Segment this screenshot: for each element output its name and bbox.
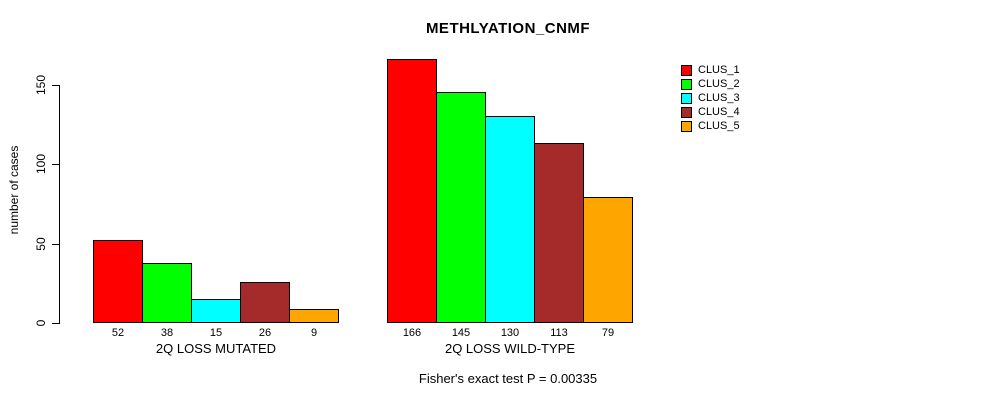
legend-item-clus4: CLUS_4 bbox=[681, 105, 740, 119]
y-tick-150 bbox=[52, 85, 59, 86]
legend: CLUS_1 CLUS_2 CLUS_3 CLUS_4 CLUS_5 bbox=[681, 63, 740, 133]
y-tick-label-150: 150 bbox=[34, 74, 48, 96]
bar-value-CLUS_4-group2: 113 bbox=[550, 327, 568, 339]
bar-CLUS_4-group1 bbox=[240, 282, 290, 323]
bar-CLUS_3-group2 bbox=[485, 116, 535, 323]
legend-swatch-clus2 bbox=[681, 78, 692, 90]
bar-CLUS_3-group1 bbox=[191, 299, 241, 323]
y-axis-line bbox=[59, 85, 60, 324]
bar-CLUS_2-group2 bbox=[436, 92, 486, 323]
y-tick-label-0: 0 bbox=[34, 319, 48, 327]
bar-value-CLUS_1-group2: 166 bbox=[402, 327, 422, 339]
bar-CLUS_5-group2 bbox=[583, 197, 633, 323]
x-group-label-mutated: 2Q LOSS MUTATED bbox=[155, 341, 277, 356]
fisher-test-annotation: Fisher's exact test P = 0.00335 bbox=[418, 371, 598, 386]
bar-value-CLUS_5-group2: 79 bbox=[601, 327, 615, 339]
legend-swatch-clus3 bbox=[681, 92, 692, 104]
y-axis-label: number of cases bbox=[7, 145, 21, 235]
bar-value-CLUS_3-group1: 15 bbox=[209, 327, 223, 339]
bar-value-CLUS_1-group1: 52 bbox=[111, 327, 125, 339]
legend-label-clus4: CLUS_4 bbox=[698, 106, 740, 118]
bar-CLUS_4-group2 bbox=[534, 143, 584, 323]
chart-title: METHLYATION_CNMF bbox=[425, 20, 591, 37]
legend-label-clus3: CLUS_3 bbox=[698, 92, 740, 104]
bar-value-CLUS_2-group1: 38 bbox=[160, 327, 174, 339]
y-tick-label-100: 100 bbox=[34, 153, 48, 175]
bar-CLUS_2-group1 bbox=[142, 263, 192, 323]
bar-value-CLUS_4-group1: 26 bbox=[258, 327, 272, 339]
bar-CLUS_5-group1 bbox=[289, 309, 339, 323]
bar-CLUS_1-group1 bbox=[93, 240, 143, 323]
bar-value-CLUS_3-group2: 130 bbox=[500, 327, 520, 339]
y-tick-label-50: 50 bbox=[34, 237, 48, 251]
legend-item-clus3: CLUS_3 bbox=[681, 91, 740, 105]
legend-swatch-clus1 bbox=[681, 64, 692, 76]
legend-item-clus2: CLUS_2 bbox=[681, 77, 740, 91]
y-tick-50 bbox=[52, 244, 59, 245]
legend-label-clus1: CLUS_1 bbox=[698, 64, 740, 76]
bar-CLUS_1-group2 bbox=[387, 59, 437, 323]
legend-item-clus1: CLUS_1 bbox=[681, 63, 740, 77]
y-tick-100 bbox=[52, 164, 59, 165]
legend-swatch-clus4 bbox=[681, 106, 692, 118]
legend-label-clus5: CLUS_5 bbox=[698, 120, 740, 132]
legend-swatch-clus5 bbox=[681, 120, 692, 132]
bar-value-CLUS_5-group1: 9 bbox=[310, 327, 318, 339]
legend-label-clus2: CLUS_2 bbox=[698, 78, 740, 90]
x-group-label-wildtype: 2Q LOSS WILD-TYPE bbox=[444, 341, 576, 356]
legend-item-clus5: CLUS_5 bbox=[681, 119, 740, 133]
bar-value-CLUS_2-group2: 145 bbox=[451, 327, 471, 339]
y-tick-0 bbox=[52, 323, 59, 324]
